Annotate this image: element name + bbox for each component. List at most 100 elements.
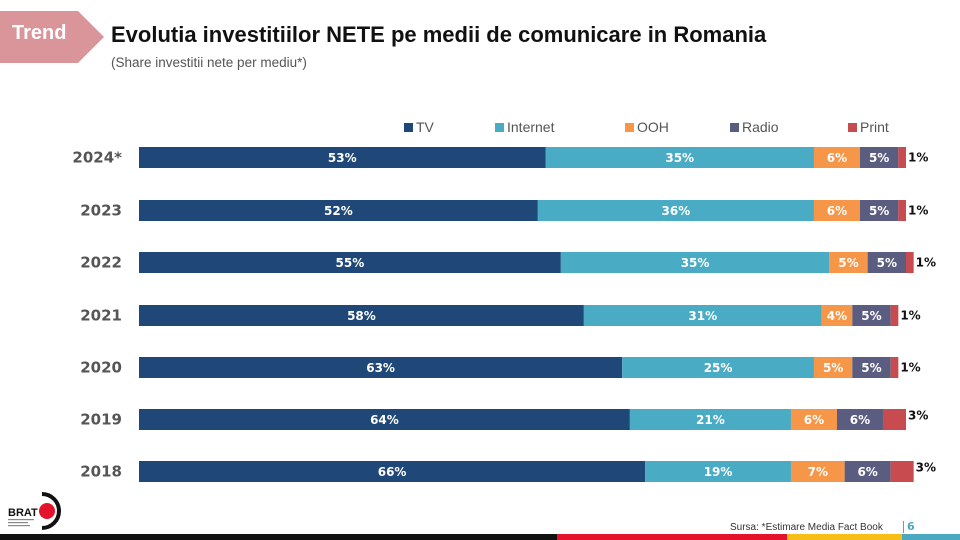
data-label-internet: 31% — [688, 309, 717, 323]
year-label: 2022 — [80, 254, 122, 272]
legend-label-internet: Internet — [507, 119, 555, 135]
data-label-tv: 53% — [328, 151, 357, 165]
year-label: 2018 — [80, 463, 122, 481]
data-label-tv: 58% — [347, 309, 376, 323]
data-label-ooh: 6% — [827, 204, 847, 218]
data-label-internet: 35% — [665, 151, 694, 165]
bar-segment-radio — [859, 200, 899, 221]
bar-segment-ooh — [790, 409, 837, 430]
data-label-internet: 25% — [704, 361, 733, 375]
stripe-blue — [902, 534, 960, 540]
data-label-radio: 6% — [850, 413, 870, 427]
data-label-ooh: 5% — [823, 361, 843, 375]
bar-segment-tv — [139, 305, 584, 326]
bar-segment-radio — [852, 357, 891, 378]
data-label-internet: 36% — [662, 204, 691, 218]
trend-tag-arrow-shape — [0, 11, 104, 63]
bar-segment-ooh — [813, 357, 853, 378]
bar-segment-tv — [139, 357, 623, 378]
bar-segment-internet — [629, 409, 791, 430]
bar-segment-internet — [560, 252, 830, 273]
brat-logo: BRAT — [6, 490, 70, 532]
legend-swatch-internet — [495, 123, 504, 132]
bar-segment-print — [890, 305, 899, 326]
year-label: 2024* — [72, 149, 122, 167]
bottom-color-stripe — [0, 534, 960, 540]
source-note: Sursa: *Estimare Media Fact Book — [730, 522, 883, 533]
stacked-bar-chart: TV Internet OOH Radio Print 2024* 53% 35% 6% 5% 1… — [72, 119, 936, 482]
data-label-tv: 66% — [378, 465, 407, 479]
bar-segment-internet — [645, 461, 791, 482]
bar-segment-print — [898, 147, 906, 168]
data-label-internet: 19% — [704, 465, 733, 479]
bar-segment-tv — [139, 200, 538, 221]
data-label-ooh: 6% — [804, 413, 824, 427]
bar-segment-radio — [867, 252, 906, 273]
legend-swatch-tv — [404, 123, 413, 132]
data-label-radio: 5% — [861, 309, 881, 323]
trend-tag-label: Trend — [12, 22, 67, 44]
data-label-internet: 21% — [696, 413, 725, 427]
page-title: Evolutia investitiilor NETE pe medii de … — [111, 22, 767, 47]
data-label-tv: 52% — [324, 204, 353, 218]
bar-segment-internet — [622, 357, 814, 378]
trend-tag: Trend — [0, 11, 104, 63]
data-label-print: 1% — [908, 204, 928, 218]
data-label-print: 1% — [916, 256, 936, 270]
bar-segment-radio — [852, 305, 891, 326]
data-label-internet: 35% — [681, 256, 710, 270]
bar-segment-internet — [583, 305, 822, 326]
data-label-radio: 5% — [869, 204, 889, 218]
year-label: 2023 — [80, 202, 122, 220]
data-label-radio: 5% — [877, 256, 897, 270]
legend-swatch-ooh — [625, 123, 634, 132]
bar-segment-ooh — [813, 147, 860, 168]
page-number: 6 — [903, 521, 915, 533]
bar-segment-print — [890, 357, 899, 378]
bar-segment-internet — [545, 147, 814, 168]
year-label: 2020 — [80, 359, 122, 377]
legend-swatch-radio — [730, 123, 739, 132]
data-label-print: 1% — [900, 361, 920, 375]
data-label-ooh: 7% — [808, 465, 828, 479]
data-label-radio: 5% — [869, 151, 889, 165]
year-label: 2021 — [80, 307, 122, 325]
legend-label-ooh: OOH — [637, 119, 669, 135]
data-label-ooh: 4% — [827, 309, 847, 323]
data-label-print: 3% — [908, 409, 928, 423]
bar-segment-ooh — [813, 200, 860, 221]
data-label-print: 1% — [908, 151, 928, 165]
bar-segment-tv — [139, 461, 646, 482]
chart-legend: TV Internet OOH Radio Print — [404, 119, 889, 135]
stripe-yellow — [787, 534, 903, 540]
data-label-ooh: 5% — [838, 256, 858, 270]
bar-segment-print — [906, 252, 914, 273]
data-label-tv: 64% — [370, 413, 399, 427]
bar-segment-radio — [859, 147, 899, 168]
legend-label-print: Print — [860, 119, 889, 135]
data-label-print: 1% — [900, 309, 920, 323]
bar-segment-radio — [844, 461, 891, 482]
logo-text: BRAT — [8, 507, 38, 519]
year-label: 2019 — [80, 411, 122, 429]
legend-label-radio: Radio — [742, 119, 779, 135]
stripe-red — [556, 534, 788, 540]
bar-segment-tv — [139, 409, 630, 430]
bar-segment-ooh — [790, 461, 845, 482]
chart-bars: 2024* 53% 35% 6% 5% 1% 2023 52% 36% 6% 5% 1% 2022 55%… — [72, 147, 936, 482]
bar-segment-print — [898, 200, 906, 221]
data-label-radio: 6% — [857, 465, 877, 479]
bar-segment-ooh — [829, 252, 868, 273]
bar-segment-tv — [139, 147, 546, 168]
legend-swatch-print — [848, 123, 857, 132]
legend-label-tv: TV — [416, 119, 435, 135]
bar-segment-tv — [139, 252, 561, 273]
data-label-tv: 55% — [336, 256, 365, 270]
page-subtitle: (Share investitii nete per mediu*) — [111, 55, 307, 70]
bar-segment-print — [890, 461, 914, 482]
data-label-ooh: 6% — [827, 151, 847, 165]
bar-segment-radio — [836, 409, 883, 430]
data-label-print: 3% — [916, 461, 936, 475]
bar-segment-internet — [537, 200, 814, 221]
data-label-radio: 5% — [861, 361, 881, 375]
